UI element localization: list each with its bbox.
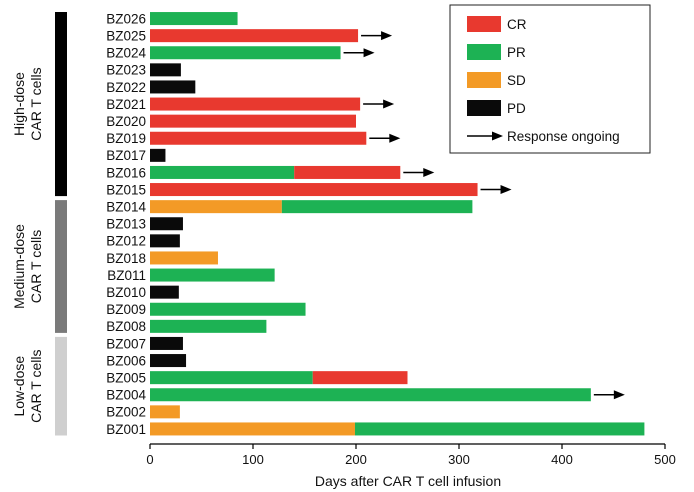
patient-label: BZ025 [106, 28, 146, 43]
bar-segment-cr [150, 183, 478, 197]
patient-label: BZ021 [106, 97, 146, 112]
x-axis: 0 100 200 300 400 500 [146, 443, 676, 467]
bar-segment-pr [354, 422, 645, 436]
ongoing-arrow-head [500, 185, 512, 195]
legend-swatch-sd [467, 72, 501, 88]
patient-label: BZ005 [106, 370, 146, 385]
bar-segment-pr [150, 302, 306, 316]
legend-swatch-pr [467, 44, 501, 60]
bar-segment-pd [150, 148, 166, 162]
dose-group-labels: High-doseCAR T cells Medium-doseCAR T cel… [11, 67, 44, 423]
patient-label: BZ002 [106, 405, 146, 420]
bar-segment-pr [150, 388, 591, 402]
x-tick-label: 300 [448, 452, 470, 467]
legend: CR PR SD PD Response ongoing [449, 4, 651, 154]
bar-segment-pd [150, 63, 181, 77]
patient-label: BZ014 [106, 199, 146, 214]
bar-segment-sd [150, 422, 355, 436]
patient-label: BZ024 [106, 46, 146, 61]
dose-group-label: Low-doseCAR T cells [11, 350, 44, 423]
dose-group-label: Medium-doseCAR T cells [11, 224, 44, 309]
bar-segment-pr [150, 371, 313, 385]
patient-label: BZ011 [107, 268, 146, 283]
bar-segment-pr [150, 165, 295, 179]
patient-label: BZ023 [106, 63, 146, 78]
bar-segment-pr [150, 46, 341, 60]
patient-label: BZ015 [106, 182, 146, 197]
x-tick-label: 500 [654, 452, 676, 467]
x-axis-title: Days after CAR T cell infusion [315, 473, 501, 489]
patient-label: BZ008 [106, 319, 146, 334]
legend-arrow-head [492, 131, 503, 141]
patient-label: BZ022 [106, 80, 146, 95]
dose-group-bar [55, 336, 67, 436]
patient-label: BZ010 [106, 285, 146, 300]
patient-label: BZ006 [106, 353, 146, 368]
bar-segment-cr [294, 165, 401, 179]
bar-segment-pr [281, 200, 473, 214]
patient-label: BZ007 [106, 336, 146, 351]
bar-segment-cr [150, 97, 361, 111]
legend-swatch-pd [467, 100, 501, 116]
bar-segment-pd [150, 234, 180, 248]
bar-segment-sd [150, 200, 282, 214]
response-bars [150, 12, 645, 436]
legend-label: PD [507, 101, 526, 116]
bar-segment-pd [150, 354, 187, 368]
patient-label: BZ012 [106, 234, 146, 249]
dose-group-label: High-doseCAR T cells [11, 67, 44, 140]
bar-segment-sd [150, 251, 218, 265]
bar-segment-pd [150, 285, 179, 299]
ongoing-arrows [343, 31, 625, 400]
x-tick-label: 0 [146, 452, 153, 467]
legend-label: PR [507, 45, 526, 60]
dose-group-bar [55, 12, 67, 197]
dose-group-bars [55, 12, 67, 436]
legend-label: SD [507, 73, 526, 88]
patient-label: BZ019 [106, 131, 146, 146]
legend-ongoing-label: Response ongoing [507, 129, 620, 144]
patient-label: BZ001 [106, 422, 146, 437]
bar-segment-pr [150, 319, 267, 333]
patient-label: BZ020 [106, 114, 146, 129]
bar-segment-cr [150, 114, 356, 128]
patient-label: BZ004 [106, 388, 146, 403]
dose-group-bar [55, 200, 67, 333]
bar-segment-pd [150, 80, 196, 94]
x-tick-label: 100 [242, 452, 264, 467]
bar-segment-sd [150, 405, 180, 419]
patient-label: BZ026 [106, 11, 146, 26]
patient-label: BZ017 [106, 148, 146, 163]
patient-label: BZ009 [106, 302, 146, 317]
patient-labels: BZ026 BZ025 BZ024 BZ023 BZ022 BZ021 BZ020 BZ019… [106, 11, 146, 436]
ongoing-arrow-head [613, 390, 625, 400]
legend-swatch-cr [467, 16, 501, 32]
ongoing-arrow-head [383, 99, 395, 109]
ongoing-arrow-head [381, 31, 393, 41]
bar-segment-pr [150, 268, 275, 282]
patient-label: BZ013 [106, 217, 146, 232]
bar-segment-cr [150, 29, 359, 43]
patient-label: BZ018 [106, 251, 146, 266]
bar-segment-pr [150, 12, 238, 26]
ongoing-arrow-head [423, 167, 435, 177]
patient-label: BZ016 [106, 165, 146, 180]
bar-segment-cr [150, 131, 367, 145]
x-tick-label: 400 [551, 452, 573, 467]
legend-label: CR [507, 17, 527, 32]
bar-segment-pd [150, 217, 183, 231]
ongoing-arrow-head [363, 48, 375, 58]
bar-segment-cr [312, 371, 408, 385]
bar-segment-pd [150, 336, 183, 350]
x-tick-label: 200 [345, 452, 367, 467]
ongoing-arrow-head [389, 133, 401, 143]
